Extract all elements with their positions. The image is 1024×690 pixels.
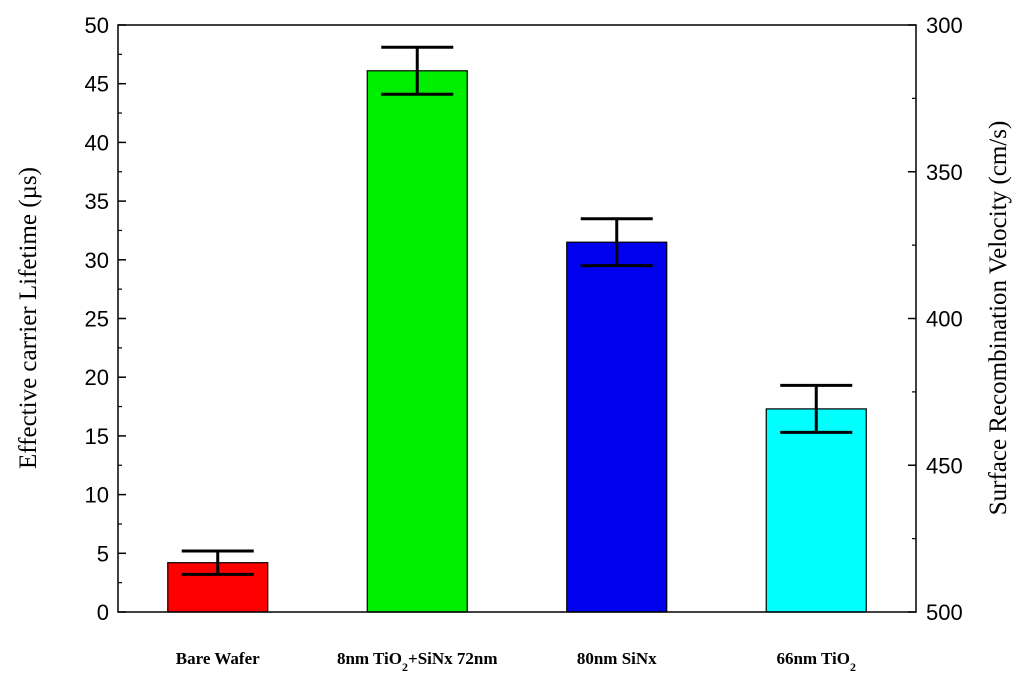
category-label-part: 66nm TiO	[776, 649, 850, 668]
y2-tick-label: 450	[926, 453, 963, 478]
y2-tick-label: 350	[926, 160, 963, 185]
bar-3	[765, 408, 867, 613]
y-tick-label: 30	[85, 248, 109, 273]
y-tick-label: 0	[97, 600, 109, 625]
bars	[167, 70, 867, 613]
category-label-part: Bare Wafer	[176, 649, 260, 668]
y-tick-label: 10	[85, 483, 109, 508]
y-tick-label: 35	[85, 189, 109, 214]
ticks: 0 5 10 15 20 25 30 35 40 45 50 300 350 400 450 500	[85, 13, 963, 625]
bar-2	[566, 241, 668, 613]
category-label-part: 80nm SiNx	[577, 649, 657, 668]
y-tick-label: 25	[85, 307, 109, 332]
y-tick-label: 40	[85, 130, 109, 155]
y2-tick-label: 500	[926, 600, 963, 625]
y-tick-label: 45	[85, 72, 109, 97]
category-label-part: 8nm TiO	[337, 649, 402, 668]
y-tick-label: 20	[85, 365, 109, 390]
y-tick-label: 5	[97, 541, 109, 566]
category-label-part: 2	[402, 660, 408, 674]
y2-tick-label: 400	[926, 307, 963, 332]
category-label-3: 66nm TiO2	[776, 649, 856, 674]
y2-tick-label: 300	[926, 13, 963, 38]
error-bars	[181, 45, 853, 576]
y-tick-label: 50	[85, 13, 109, 38]
category-label-part: 2	[850, 660, 856, 674]
category-label-part: +SiNx 72nm	[408, 649, 498, 668]
y-tick-label: 15	[85, 424, 109, 449]
y-axis-title-left: Effective carrier Lifetime (µs)	[15, 167, 42, 469]
category-label-2: 80nm SiNx	[577, 649, 657, 668]
axis-labels: Effective carrier Lifetime (µs) Surface …	[15, 121, 1012, 516]
category-label-0: Bare Wafer	[176, 649, 260, 668]
bar-1	[366, 70, 468, 613]
category-label-1: 8nm TiO2+SiNx 72nm	[337, 649, 498, 674]
category-labels: Bare Wafer 8nm TiO2+SiNx 72nm 80nm SiNx 66n…	[176, 649, 856, 674]
y-axis-title-right: Surface Recombination Velocity (cm/s)	[985, 121, 1012, 516]
